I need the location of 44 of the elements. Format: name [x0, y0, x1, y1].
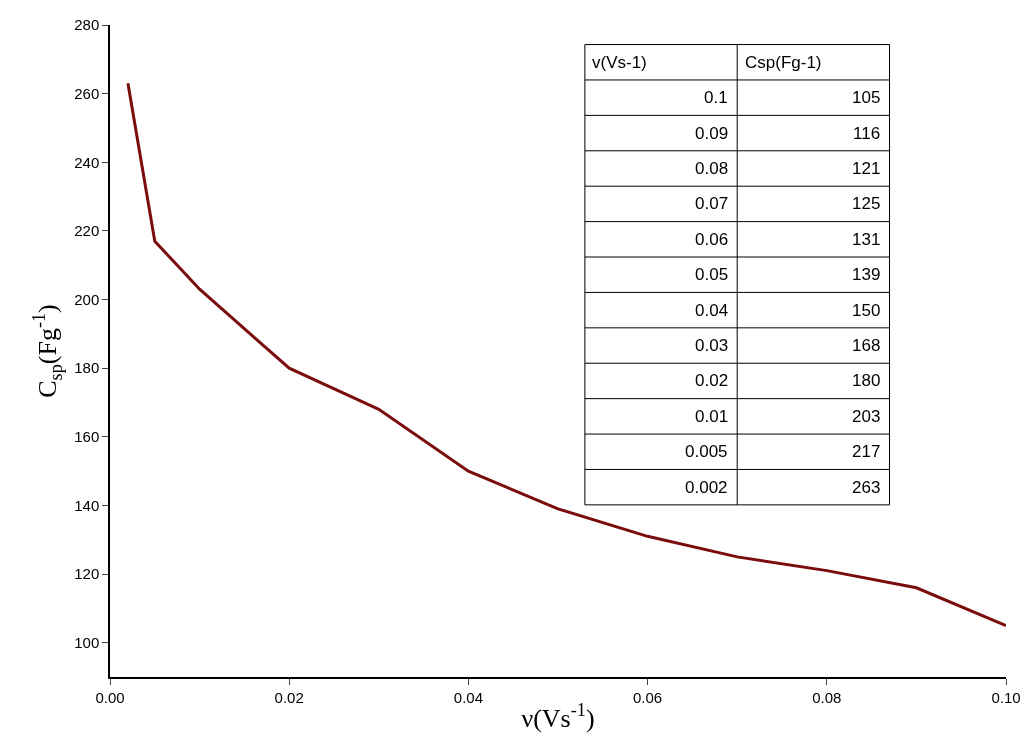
annotation: 121 — [852, 159, 881, 178]
annotation: 0.07 — [695, 194, 729, 213]
y-tick-label: 220 — [74, 222, 100, 240]
y-tick-label: 160 — [74, 428, 100, 446]
annotation: 0.09 — [695, 124, 729, 143]
annotation: 263 — [852, 478, 881, 497]
annotation: 0.02 — [695, 371, 729, 390]
y-tick-label: 100 — [74, 633, 100, 651]
annotation: 125 — [852, 194, 881, 213]
annotation: 105 — [852, 88, 881, 107]
x-tick-label: 0.00 — [95, 688, 125, 706]
annotation: 0.06 — [695, 230, 729, 249]
annotation: 0.01 — [695, 407, 729, 426]
line-series — [126, 81, 1006, 628]
annotation: 0.05 — [695, 265, 729, 284]
x-tick-label: 0.04 — [453, 688, 483, 706]
annotation: v(Vs-1) — [592, 53, 647, 72]
y-tick-label: 200 — [74, 290, 100, 308]
x-tick-label: 0.06 — [633, 688, 663, 706]
y-tick-label: 140 — [74, 496, 100, 514]
annotation: Csp(Fg-1) — [745, 53, 822, 72]
annotation: 203 — [852, 407, 881, 426]
annotation: 217 — [852, 442, 881, 461]
annotation: 0.03 — [695, 336, 729, 355]
annotation: 0.002 — [685, 478, 728, 497]
annotation: 139 — [852, 265, 881, 284]
y-tick-label: 120 — [74, 565, 100, 583]
annotation: 116 — [853, 124, 881, 143]
annotation: 0.1 — [704, 88, 728, 107]
x-tick-label: 0.10 — [991, 688, 1021, 706]
annotation: 0.08 — [695, 159, 729, 178]
annotation: 131 — [852, 230, 881, 249]
annotation: 180 — [852, 371, 881, 390]
annotation: 150 — [852, 301, 881, 320]
x-tick-label: 0.02 — [274, 688, 304, 706]
annotation: 168 — [852, 336, 881, 355]
y-tick-label: 240 — [74, 153, 100, 171]
y-tick-label: 280 — [74, 16, 100, 34]
x-axis-title: ν(Vs$^{-1}$) — [521, 700, 595, 733]
annotation: 0.005 — [685, 442, 728, 461]
y-tick-label: 260 — [74, 84, 100, 102]
annotation: 0.04 — [695, 301, 729, 320]
x-tick-label: 0.08 — [812, 688, 842, 706]
y-tick-label: 180 — [74, 359, 100, 377]
